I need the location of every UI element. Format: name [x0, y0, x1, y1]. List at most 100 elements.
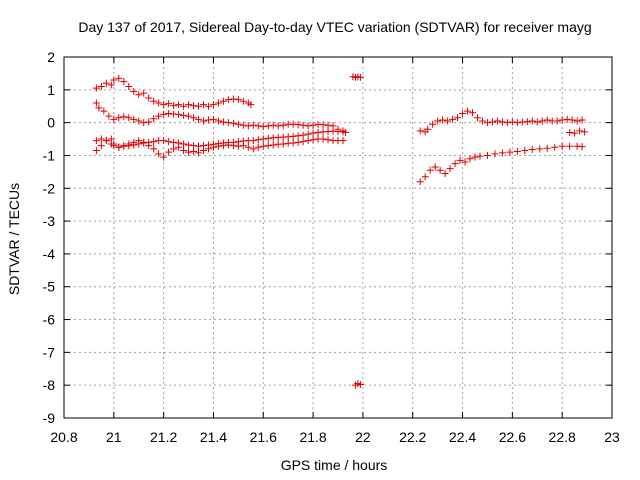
data-point	[464, 107, 472, 115]
x-tick-label: 23	[604, 429, 620, 445]
data-point	[110, 142, 118, 150]
data-point	[264, 142, 272, 150]
data-point	[102, 137, 110, 145]
data-point	[578, 143, 586, 151]
x-tick-label: 22.6	[499, 429, 526, 445]
data-point	[503, 119, 511, 127]
data-point	[339, 128, 347, 136]
y-tick-label: -5	[43, 279, 56, 295]
data-point	[478, 117, 486, 125]
data-point	[150, 115, 158, 123]
x-tick-label: 21	[106, 429, 122, 445]
data-point	[264, 134, 272, 142]
data-point	[299, 131, 307, 139]
data-point	[244, 122, 252, 130]
data-point	[319, 121, 327, 129]
data-point	[115, 143, 123, 151]
data-point	[175, 139, 183, 147]
data-point	[566, 128, 574, 136]
data-point	[533, 118, 541, 126]
data-point	[483, 119, 491, 127]
data-point	[219, 118, 227, 126]
y-tick-label: 1	[47, 82, 55, 98]
data-point	[476, 152, 484, 160]
data-point	[249, 137, 257, 145]
data-point	[180, 147, 188, 155]
plot-frame	[63, 56, 613, 419]
data-point	[102, 79, 110, 87]
data-point	[571, 129, 579, 137]
data-point	[551, 143, 559, 151]
x-tick-label: 21.6	[250, 429, 277, 445]
data-point	[185, 101, 193, 109]
data-point	[309, 129, 317, 137]
data-point	[224, 96, 232, 104]
data-point	[165, 148, 173, 156]
data-point	[431, 163, 439, 171]
data-point	[125, 83, 133, 91]
x-tick-label: 22.2	[399, 429, 426, 445]
data-point	[469, 109, 477, 117]
series-sat-a-upper	[92, 74, 255, 110]
data-point	[140, 119, 148, 127]
data-point	[264, 122, 272, 130]
data-point	[498, 118, 506, 126]
y-tick-label: 2	[47, 49, 55, 65]
data-point	[279, 140, 287, 148]
data-point	[155, 112, 163, 120]
data-point	[130, 115, 138, 123]
data-point	[439, 116, 447, 124]
data-point	[150, 97, 158, 105]
data-point	[459, 109, 467, 117]
data-point	[110, 115, 118, 123]
data-point	[299, 121, 307, 129]
data-point	[180, 111, 188, 119]
data-point	[150, 138, 158, 146]
data-point	[229, 95, 237, 103]
data-point	[294, 138, 302, 146]
data-point	[155, 99, 163, 107]
data-point	[165, 100, 173, 108]
data-point	[543, 116, 551, 124]
data-point	[234, 138, 242, 146]
data-point	[219, 139, 227, 147]
data-point	[269, 141, 277, 149]
data-point	[299, 138, 307, 146]
data-point	[214, 117, 222, 125]
data-point	[190, 142, 198, 150]
data-point	[180, 102, 188, 110]
data-point	[558, 116, 566, 124]
data-point	[269, 121, 277, 129]
data-point	[160, 101, 168, 109]
data-point	[209, 101, 217, 109]
data-point	[105, 112, 113, 120]
data-point	[449, 115, 457, 123]
data-point	[190, 102, 198, 110]
data-point	[508, 118, 516, 126]
data-point	[553, 117, 561, 125]
data-point	[214, 140, 222, 148]
data-point	[130, 87, 138, 95]
y-tick-label: -4	[43, 246, 56, 262]
data-point	[170, 138, 178, 146]
data-point	[160, 153, 168, 161]
data-point	[471, 153, 479, 161]
data-point	[204, 141, 212, 149]
data-point	[214, 99, 222, 107]
axis-ticks: 20.8 21 21.2 21.4 21.6 21.8 22 22.2 22.4 22.6 22.8…	[43, 49, 620, 445]
data-point	[229, 119, 237, 127]
y-axis-label: SDTVAR / TECUs	[6, 183, 22, 295]
data-point	[304, 137, 312, 145]
series-sat-d-lower	[92, 127, 347, 151]
data-point	[506, 148, 514, 156]
data-point	[356, 73, 364, 81]
data-point	[239, 97, 247, 105]
data-points	[92, 73, 589, 389]
data-point	[244, 143, 252, 151]
data-point	[454, 114, 462, 122]
data-point	[294, 132, 302, 140]
data-point	[441, 170, 449, 178]
data-point	[324, 121, 332, 129]
data-point	[175, 101, 183, 109]
data-point	[339, 137, 347, 145]
